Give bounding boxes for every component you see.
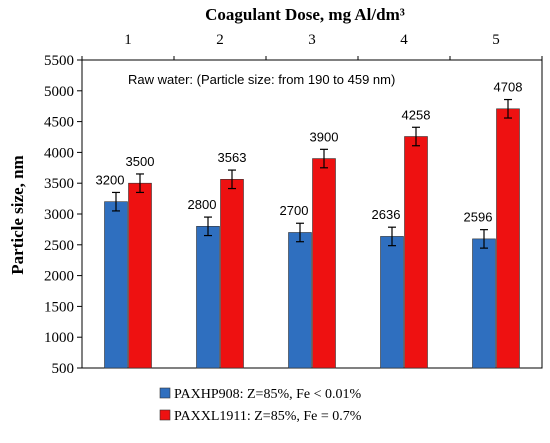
data-label-series-2: 4708 [494,80,523,95]
chart-title: Coagulant Dose, mg Al/dm³ [205,5,405,24]
bar-series-1 [472,238,496,369]
data-label-series-2: 4258 [402,107,431,122]
annotation-raw-water: Raw water: (Particle size: from 190 to 4… [128,72,395,87]
y-tick-label: 2000 [44,269,74,285]
legend-swatch-2 [159,409,171,421]
bar-series-2 [496,108,520,369]
x-tick-label: 1 [124,32,132,48]
bar-series-1 [104,201,128,369]
x-tick-label: 4 [400,32,408,48]
y-tick-label: 1500 [44,299,74,315]
y-tick-label: 2500 [44,238,74,254]
bar-series-2 [128,182,152,369]
y-tick-label: 5500 [44,53,74,69]
data-label-series-1: 2636 [372,207,401,222]
bar-series-2 [220,179,244,369]
data-label-series-1: 3200 [96,172,125,187]
y-tick-label: 4500 [44,115,74,131]
data-label-series-2: 3563 [218,150,247,165]
y-tick-label: 5000 [44,84,74,100]
data-label-series-1: 2700 [280,203,309,218]
y-tick-label: 1000 [44,330,74,346]
data-label-series-2: 3900 [310,129,339,144]
y-tick-label: 3500 [44,176,74,192]
y-tick-label: 500 [52,361,75,377]
bar-series-2 [312,158,336,369]
data-label-series-1: 2596 [464,210,493,225]
x-tick-label: 3 [308,32,316,48]
x-tick-label: 5 [492,32,500,48]
legend: PAXHP908: Z=85%, Fe < 0.01% PAXXL1911: Z=… [159,387,362,424]
legend-label-2: PAXXL1911: Z=85%, Fe = 0.7% [174,409,362,424]
y-tick-label: 4000 [44,145,74,161]
legend-label-1: PAXHP908: Z=85%, Fe < 0.01% [174,387,362,402]
y-tick-label: 3000 [44,207,74,223]
legend-swatch-1 [159,387,171,399]
bar-series-1 [288,232,312,369]
plot-area: 500 1000 1500 2000 2500 3000 3500 4000 4500 5000 5… [44,32,543,377]
bar-series-1 [380,236,404,369]
y-axis-label: Particle size, nm [8,155,27,274]
data-label-series-2: 3500 [126,154,155,169]
x-tick-label: 2 [216,32,224,48]
bar-series-2 [404,136,428,369]
data-label-series-1: 2800 [188,197,217,212]
bar-series-1 [196,226,220,369]
